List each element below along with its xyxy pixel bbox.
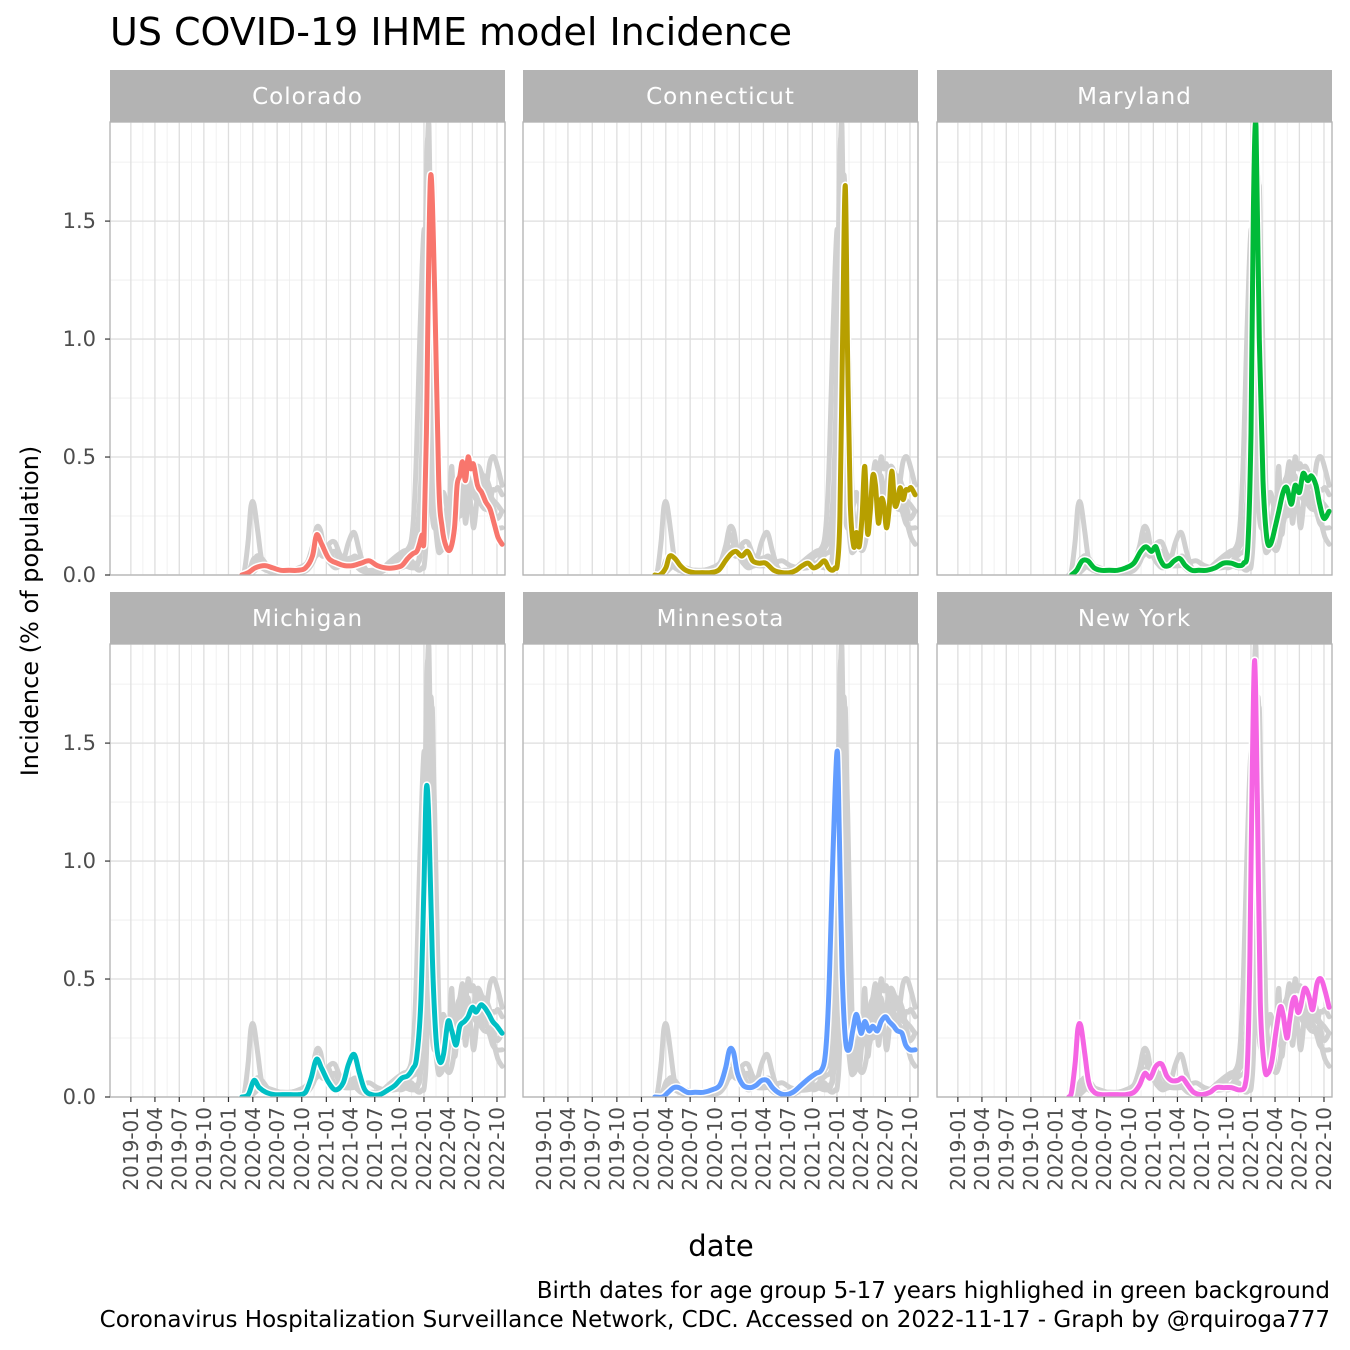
facet-strip xyxy=(523,592,918,644)
x-tick-label: 2020-04 xyxy=(241,1107,265,1191)
x-tick-label: 2021-07 xyxy=(1190,1107,1214,1191)
x-tick-label: 2021-04 xyxy=(751,1107,775,1191)
y-tick-label: 1.5 xyxy=(63,731,96,755)
x-tick-label: 2021-04 xyxy=(338,1107,362,1191)
series-line-connecticut xyxy=(652,183,918,575)
x-tick-label: 2019-10 xyxy=(605,1107,629,1191)
series-line-michigan xyxy=(239,783,505,1097)
series-line-maryland xyxy=(1069,122,1332,575)
y-tick-label: 0.5 xyxy=(63,445,96,469)
x-tick-label: 2021-10 xyxy=(800,1107,824,1191)
x-tick-label: 2022-07 xyxy=(873,1107,897,1191)
x-tick-label: 2022-01 xyxy=(412,1107,436,1191)
y-tick-label: 1.5 xyxy=(63,209,96,233)
facet-label: Minnesota xyxy=(657,606,785,632)
facet-label: Maryland xyxy=(1077,84,1192,110)
x-tick-label: 2021-07 xyxy=(363,1107,387,1191)
facet-colorado: Colorado 0.0 0.5 1.0 1.5 xyxy=(63,70,506,587)
facet-maryland: Maryland xyxy=(936,70,1333,576)
x-tick-label: 2019-10 xyxy=(1019,1107,1043,1191)
x-tick-label: 2022-10 xyxy=(485,1107,509,1191)
x-tick-label: 2022-01 xyxy=(1239,1107,1263,1191)
x-tick-label: 2021-01 xyxy=(1141,1107,1165,1191)
x-tick-label: 2021-04 xyxy=(1165,1107,1189,1191)
x-tick-label: 2022-10 xyxy=(1312,1107,1336,1191)
y-tick-label: 1.0 xyxy=(63,849,96,873)
x-tick-label: 2021-01 xyxy=(727,1107,751,1191)
facet-strip xyxy=(937,70,1332,122)
x-tick-label: 2019-07 xyxy=(167,1107,191,1191)
x-tick-label: 2022-07 xyxy=(1287,1107,1311,1191)
x-tick-label: 2019-10 xyxy=(192,1107,216,1191)
y-tick-label: 0.0 xyxy=(63,1085,96,1109)
facet-label: Michigan xyxy=(252,606,363,632)
x-tick-label: 2022-07 xyxy=(460,1107,484,1191)
facet-strip xyxy=(110,70,505,122)
x-tick-label: 2020-01 xyxy=(629,1107,653,1191)
x-tick-label: 2019-04 xyxy=(970,1107,994,1191)
x-tick-label: 2019-04 xyxy=(556,1107,580,1191)
x-tick-label: 2020-07 xyxy=(265,1107,289,1191)
x-tick-label: 2021-07 xyxy=(776,1107,800,1191)
x-tick-label: 2019-07 xyxy=(580,1107,604,1191)
x-axis-title: date xyxy=(688,1229,753,1263)
facet-strip xyxy=(523,70,918,122)
series-group xyxy=(650,644,918,1097)
series-group xyxy=(650,122,918,575)
x-tick-label: 2020-10 xyxy=(290,1107,314,1191)
facet-strip xyxy=(937,592,1332,644)
facet-connecticut: Connecticut xyxy=(522,70,919,576)
chart-title: US COVID-19 IHME model Incidence xyxy=(110,10,792,54)
x-tick-label: 2020-07 xyxy=(678,1107,702,1191)
series-group xyxy=(237,122,505,575)
facet-label: Colorado xyxy=(252,84,363,110)
x-tick-label: 2022-04 xyxy=(436,1107,460,1191)
x-tick-label: 2022-10 xyxy=(898,1107,922,1191)
x-tick-label: 2020-10 xyxy=(703,1107,727,1191)
x-tick-label: 2021-10 xyxy=(1214,1107,1238,1191)
facet-strip xyxy=(110,592,505,644)
x-tick-label: 2020-04 xyxy=(654,1107,678,1191)
x-tick-label: 2021-10 xyxy=(387,1107,411,1191)
facet-label: Connecticut xyxy=(646,84,795,110)
x-tick-label: 2019-01 xyxy=(946,1107,970,1191)
series-line-colorado xyxy=(239,172,505,575)
x-tick-label: 2020-07 xyxy=(1092,1107,1116,1191)
series-group xyxy=(237,644,505,1097)
x-tick-label: 2022-04 xyxy=(849,1107,873,1191)
caption-line-2: Coronavirus Hospitalization Surveillance… xyxy=(100,1307,1330,1333)
x-tick-label: 2019-07 xyxy=(994,1107,1018,1191)
x-tick-label: 2019-01 xyxy=(119,1107,143,1191)
x-tick-label: 2021-01 xyxy=(314,1107,338,1191)
x-tick-label: 2022-04 xyxy=(1263,1107,1287,1191)
x-tick-label: 2020-01 xyxy=(216,1107,240,1191)
facet-michigan: Michigan 0.0 0.5 1.0 1.5 2019-01 2019-04 2019-0… xyxy=(63,592,509,1191)
series-group xyxy=(1066,122,1332,575)
caption-line-1: Birth dates for age group 5-17 years hig… xyxy=(537,1278,1330,1304)
series-group xyxy=(1064,644,1332,1097)
x-tick-label: 2019-01 xyxy=(532,1107,556,1191)
facet-panels: Colorado 0.0 0.5 1.0 1.5 Connecticut Maryland M… xyxy=(63,70,1336,1191)
y-tick-label: 0.0 xyxy=(63,563,96,587)
y-tick-label: 0.5 xyxy=(63,967,96,991)
x-tick-label: 2020-01 xyxy=(1043,1107,1067,1191)
series-line-new-york xyxy=(1066,657,1332,1097)
x-tick-label: 2022-01 xyxy=(825,1107,849,1191)
y-axis-title: Incidence (% of population) xyxy=(16,446,44,777)
x-tick-label: 2020-10 xyxy=(1117,1107,1141,1191)
series-line-minnesota xyxy=(652,748,918,1097)
facet-label: New York xyxy=(1078,606,1191,632)
x-tick-label: 2019-04 xyxy=(143,1107,167,1191)
y-tick-label: 1.0 xyxy=(63,327,96,351)
x-tick-label: 2020-04 xyxy=(1068,1107,1092,1191)
